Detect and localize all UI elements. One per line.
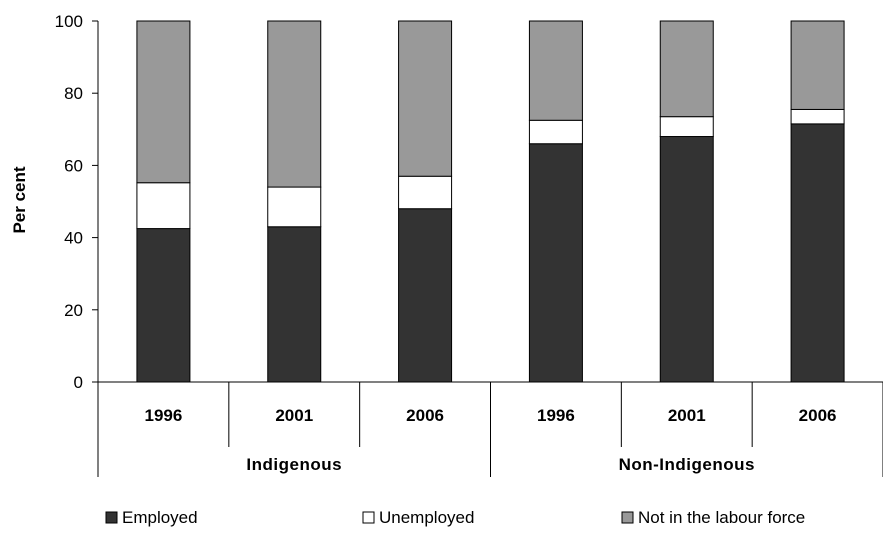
bar-segment-not-in-the-labour-force — [528, 20, 583, 121]
y-tick-label: 20 — [64, 301, 83, 320]
axes — [92, 20, 883, 477]
x-category-label: 1996 — [145, 406, 183, 425]
group-label: Indigenous — [246, 455, 342, 474]
y-tick-label: 40 — [64, 229, 83, 248]
bar-segment-unemployed — [136, 182, 191, 230]
x-category-label: 2001 — [275, 406, 313, 425]
group-label: Non-Indigenous — [619, 455, 755, 474]
x-category-label: 2001 — [668, 406, 706, 425]
group-labels: Indigenous Non-Indigenous — [246, 455, 755, 474]
bar-segment-employed — [790, 123, 845, 383]
x-category-label: 2006 — [799, 406, 837, 425]
legend: Employed Unemployed Not in the labour forc… — [105, 508, 805, 527]
bar-segment-unemployed — [398, 175, 453, 210]
bar-segment-unemployed — [528, 119, 583, 145]
y-tick-label: 0 — [74, 373, 83, 392]
bar-segment-employed — [267, 226, 322, 383]
x-category-labels: 1996 2001 2006 1996 2001 2006 — [145, 406, 837, 425]
bar-segment-unemployed — [790, 108, 845, 125]
bar-segment-not-in-the-labour-force — [267, 20, 322, 188]
legend-label: Employed — [122, 508, 198, 527]
legend-label: Not in the labour force — [638, 508, 805, 527]
bar-segment-employed — [136, 228, 191, 383]
bar-segment-employed — [659, 136, 714, 383]
bar-segment-not-in-the-labour-force — [790, 20, 845, 110]
bars — [136, 20, 845, 383]
y-axis-label: Per cent — [10, 166, 29, 233]
x-category-label: 1996 — [537, 406, 575, 425]
legend-swatch — [105, 511, 118, 524]
bar-segment-unemployed — [267, 186, 322, 228]
bar-segment-not-in-the-labour-force — [659, 20, 714, 118]
bar-segment-employed — [528, 143, 583, 383]
bar-segment-unemployed — [659, 116, 714, 138]
bar-segment-not-in-the-labour-force — [136, 20, 191, 184]
x-category-label: 2006 — [406, 406, 444, 425]
legend-label: Unemployed — [379, 508, 474, 527]
bar-segment-not-in-the-labour-force — [398, 20, 453, 177]
legend-swatch — [362, 511, 375, 524]
legend-swatch — [621, 511, 634, 524]
y-tick-labels: 0 20 40 60 80 100 — [55, 12, 83, 392]
y-tick-label: 80 — [64, 84, 83, 103]
bar-segment-employed — [398, 208, 453, 383]
y-tick-label: 60 — [64, 156, 83, 175]
y-tick-label: 100 — [55, 12, 83, 31]
